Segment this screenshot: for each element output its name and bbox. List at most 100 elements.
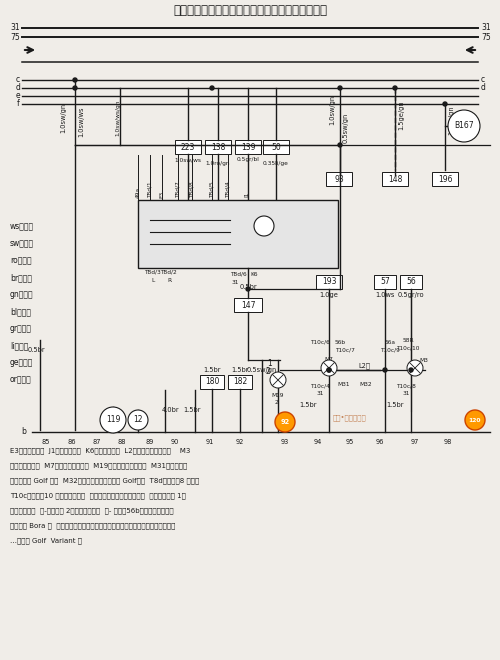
Circle shape — [465, 410, 485, 430]
Text: 139: 139 — [241, 143, 256, 152]
Circle shape — [254, 216, 274, 236]
Text: 12: 12 — [133, 416, 143, 424]
Text: 1.0ws: 1.0ws — [376, 292, 394, 298]
Text: 87: 87 — [93, 439, 101, 445]
Text: c: c — [16, 75, 20, 84]
Text: c: c — [481, 75, 485, 84]
Text: b: b — [21, 428, 26, 436]
Text: 88: 88 — [118, 439, 126, 445]
Text: 94: 94 — [314, 439, 322, 445]
Circle shape — [338, 86, 342, 90]
Bar — [169, 218, 179, 224]
Bar — [197, 218, 207, 224]
Circle shape — [383, 368, 387, 372]
Text: 50: 50 — [271, 143, 281, 152]
Text: M31: M31 — [338, 382, 350, 387]
Text: M19: M19 — [272, 393, 284, 398]
Text: 1.0sw/ws/gn: 1.0sw/ws/gn — [116, 100, 120, 136]
Text: 223: 223 — [181, 143, 195, 152]
Text: M7: M7 — [324, 357, 334, 362]
Text: bl＝蓝色: bl＝蓝色 — [10, 307, 31, 316]
Text: 96: 96 — [376, 439, 384, 445]
Bar — [326, 172, 352, 186]
Text: 56b: 56b — [335, 340, 346, 345]
Text: T10c/4: T10c/4 — [310, 384, 330, 389]
Text: 31: 31 — [232, 280, 239, 285]
Text: 57: 57 — [380, 277, 390, 286]
Text: 4.0br: 4.0br — [162, 407, 180, 413]
Text: L: L — [152, 278, 154, 283]
Text: T8d/6: T8d/6 — [230, 272, 246, 277]
Text: 0.5br: 0.5br — [239, 284, 257, 290]
Text: 93: 93 — [281, 439, 289, 445]
Text: T10c/8: T10c/8 — [396, 384, 416, 389]
Text: －右驻车灯灯泡  M7－右前转向灯灯泡  M19－右侧侧面转向灯泡  M31－右近光灯: －右驻车灯灯泡 M7－右前转向灯灯泡 M19－右侧侧面转向灯泡 M31－右近光灯 — [10, 462, 187, 469]
Text: T10c/7: T10c/7 — [335, 347, 355, 352]
Text: 1.5ge/gn: 1.5ge/gn — [398, 100, 404, 130]
Text: gn＝绿色: gn＝绿色 — [10, 290, 34, 299]
Text: 1.0ro/gn: 1.0ro/gn — [206, 161, 230, 166]
Text: 147: 147 — [241, 300, 256, 310]
Bar — [175, 140, 201, 154]
Circle shape — [448, 110, 480, 142]
Text: T10c/9: T10c/9 — [380, 347, 400, 352]
Text: 193: 193 — [322, 277, 336, 286]
Circle shape — [407, 360, 423, 376]
Text: T8d/7: T8d/7 — [176, 182, 180, 198]
Circle shape — [128, 410, 148, 430]
Text: 0.5sw/gn: 0.5sw/gn — [343, 113, 349, 143]
Text: 1.5br: 1.5br — [299, 402, 317, 408]
Text: 1.5ge/gn: 1.5ge/gn — [448, 105, 454, 135]
Text: 91: 91 — [206, 439, 214, 445]
Text: 1: 1 — [268, 360, 272, 368]
Text: 2: 2 — [274, 400, 278, 405]
Text: d: d — [481, 84, 486, 92]
Text: T8d/2: T8d/2 — [160, 270, 176, 275]
Bar — [200, 375, 224, 389]
Text: ＊－仅指 Bora 车  ＊＊－闪光继电器上号码可能与插头号码不同，见故障查寻程序: ＊－仅指 Bora 车 ＊＊－闪光继电器上号码可能与插头号码不同，见故障查寻程序 — [10, 522, 175, 529]
Text: 119: 119 — [106, 416, 120, 424]
Text: 1.0sw/gn: 1.0sw/gn — [60, 103, 66, 133]
Text: 1.0sw/gn: 1.0sw/gn — [329, 95, 335, 125]
Text: ge＝黄色: ge＝黄色 — [10, 358, 34, 367]
Circle shape — [73, 78, 77, 82]
Text: 75: 75 — [481, 32, 491, 42]
Bar — [374, 275, 396, 289]
Text: 0.5gr/bl: 0.5gr/bl — [236, 157, 260, 162]
Text: 93: 93 — [334, 174, 344, 183]
Text: 0.5gr/ro: 0.5gr/ro — [398, 292, 424, 298]
Bar — [205, 140, 231, 154]
Text: gr＝灰色: gr＝灰色 — [10, 324, 32, 333]
Text: ro＝红色: ro＝红色 — [10, 256, 32, 265]
Text: T8d/1: T8d/1 — [148, 182, 152, 198]
Text: E3－警告灯开关  J1－闪光继电器  K6－警告指示灯  L2－右大灯双丝灯泡＊    M3: E3－警告灯开关 J1－闪光继电器 K6－警告指示灯 L2－右大灯双丝灯泡＊ M… — [10, 447, 190, 453]
Text: 56: 56 — [406, 277, 416, 286]
Text: 0.35li/ge: 0.35li/ge — [263, 161, 289, 166]
Text: 1.5br: 1.5br — [203, 367, 221, 373]
Circle shape — [327, 368, 331, 372]
Text: 58R: 58R — [402, 338, 414, 343]
Circle shape — [246, 287, 250, 291]
Circle shape — [275, 412, 295, 432]
Text: 49a: 49a — [136, 187, 140, 198]
Text: sw＝黑色: sw＝黑色 — [10, 239, 34, 248]
Text: 31: 31 — [316, 391, 324, 396]
Text: or＝橙色: or＝橙色 — [10, 375, 32, 384]
Text: 89: 89 — [146, 439, 154, 445]
Text: d: d — [15, 84, 20, 92]
Text: 0.5sw/gn: 0.5sw/gn — [247, 367, 277, 373]
Text: e: e — [16, 92, 20, 100]
Text: 1.0sw/ws: 1.0sw/ws — [174, 157, 202, 162]
Bar — [138, 200, 338, 268]
Text: 95: 95 — [346, 439, 354, 445]
Bar — [155, 218, 165, 224]
Text: 196: 196 — [438, 174, 452, 183]
Circle shape — [409, 368, 413, 372]
Text: 维库•电子市场网: 维库•电子市场网 — [333, 414, 367, 421]
Text: 180: 180 — [205, 378, 219, 387]
Text: 31: 31 — [402, 391, 409, 396]
Text: 75: 75 — [10, 32, 20, 42]
Text: 86: 86 — [68, 439, 76, 445]
Text: …－仅指 Golf  Variant 车: …－仅指 Golf Variant 车 — [10, 537, 82, 544]
Bar — [400, 275, 422, 289]
